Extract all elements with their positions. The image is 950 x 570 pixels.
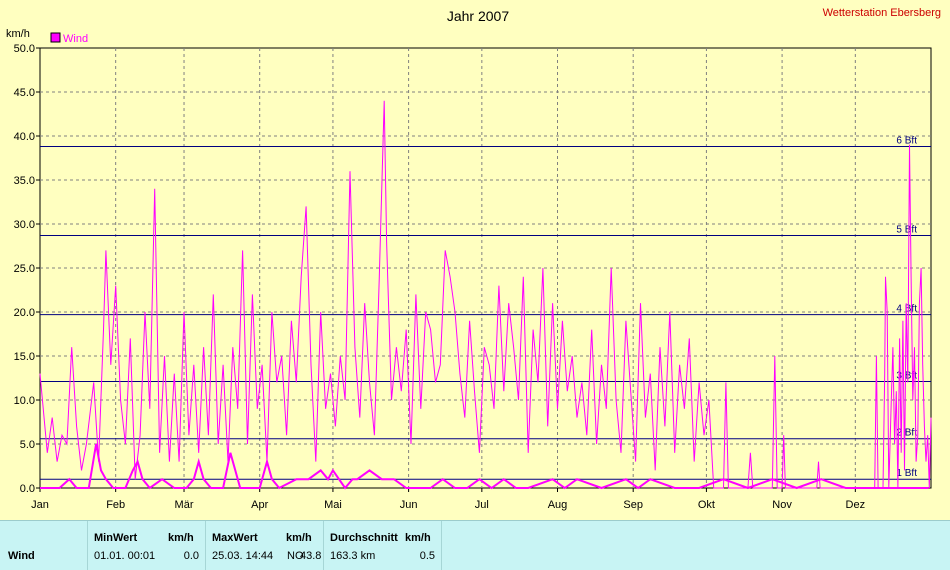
y-tick-label: 15.0 bbox=[14, 351, 35, 363]
min-header: MinWert bbox=[94, 532, 138, 544]
wind-series-line bbox=[39, 100, 932, 489]
wind-chart: Jahr 2007 Wetterstation Ebersberg km/h W… bbox=[6, 7, 941, 511]
x-tick-label: Mai bbox=[324, 499, 342, 511]
beaufort-label: 3 Bft bbox=[896, 371, 917, 382]
y-axis-unit: km/h bbox=[6, 28, 30, 40]
y-tick-label: 20.0 bbox=[14, 307, 35, 319]
beaufort-label: 1 Bft bbox=[896, 468, 917, 479]
x-tick-label: Jun bbox=[400, 499, 418, 511]
y-tick-label: 0.0 bbox=[20, 483, 35, 495]
avg-unit: km/h bbox=[405, 532, 431, 544]
x-tick-label: Feb bbox=[106, 499, 125, 511]
beaufort-label: 2 Bft bbox=[896, 428, 917, 439]
legend-label: Wind bbox=[63, 33, 88, 45]
max-date: 25.03. 14:44 bbox=[212, 550, 274, 562]
x-tick-label: Aug bbox=[548, 499, 568, 511]
distance-value: 163.3 km bbox=[330, 550, 376, 562]
x-tick-label: Jul bbox=[475, 499, 489, 511]
beaufort-label: 5 Bft bbox=[896, 224, 917, 235]
max-value: 43.8 bbox=[300, 550, 322, 562]
y-tick-label: 5.0 bbox=[20, 439, 35, 451]
stats-row-label: Wind bbox=[8, 550, 35, 562]
x-tick-label: Apr bbox=[251, 499, 268, 511]
max-direction: NO bbox=[287, 550, 304, 562]
station-name: Wetterstation Ebersberg bbox=[823, 7, 941, 19]
x-tick-label: Sep bbox=[623, 499, 643, 511]
x-tick-label: Mär bbox=[175, 499, 194, 511]
min-unit: km/h bbox=[168, 532, 194, 544]
legend-swatch bbox=[50, 32, 61, 43]
y-tick-label: 35.0 bbox=[14, 175, 35, 187]
plot-area: 0.0 5.0 10.0 15.0 20.0 25.0 30.0 35.0 40.0 45.0 50… bbox=[14, 43, 932, 511]
x-tick-label: Jan bbox=[31, 499, 49, 511]
avg-header: Durchschnitt bbox=[330, 532, 398, 544]
max-unit: km/h bbox=[286, 532, 312, 544]
x-tick-label: Okt bbox=[698, 499, 715, 511]
y-tick-label: 40.0 bbox=[14, 131, 35, 143]
beaufort-label: 6 Bft bbox=[896, 136, 917, 147]
wind-mean-line bbox=[40, 443, 929, 490]
y-tick-label: 25.0 bbox=[14, 263, 35, 275]
min-date: 01.01. 00:01 bbox=[94, 550, 156, 562]
min-value: 0.0 bbox=[183, 550, 199, 562]
statistics-table: Wind MinWert km/h 01.01. 00:01 0.0 MaxWe… bbox=[0, 520, 950, 570]
x-tick-label: Dez bbox=[846, 499, 866, 511]
y-tick-label: 50.0 bbox=[14, 43, 35, 55]
y-tick-label: 10.0 bbox=[14, 395, 35, 407]
chart-title: Jahr 2007 bbox=[447, 8, 509, 24]
x-tick-label: Nov bbox=[772, 499, 792, 511]
max-header: MaxWert bbox=[212, 532, 258, 544]
y-tick-label: 45.0 bbox=[14, 87, 35, 99]
y-tick-label: 30.0 bbox=[14, 219, 35, 231]
avg-value: 0.5 bbox=[419, 550, 435, 562]
